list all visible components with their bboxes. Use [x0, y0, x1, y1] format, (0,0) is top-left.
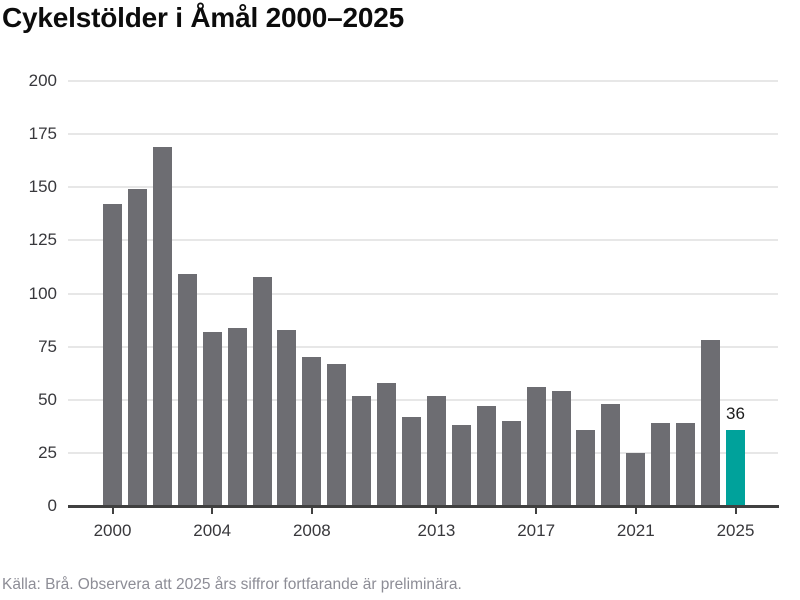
bar [377, 382, 397, 505]
y-tick-label: 75 [38, 336, 57, 356]
bar [526, 387, 546, 505]
bar [252, 276, 272, 505]
bar [576, 429, 596, 505]
bar [676, 423, 696, 505]
bar [551, 391, 571, 505]
bar [601, 404, 621, 505]
chart-title: Cykelstölder i Åmål 2000–2025 [2, 2, 405, 33]
y-tick-label: 125 [28, 230, 57, 250]
x-tick-label: 2004 [193, 521, 232, 540]
bar [277, 329, 297, 505]
source-note: Källa: Brå. Observera att 2025 års siffr… [2, 576, 462, 593]
y-tick-label: 100 [28, 283, 57, 303]
bar [402, 416, 422, 505]
bar [103, 204, 122, 505]
x-tick-label: 2000 [93, 521, 132, 540]
gridline-150 [68, 186, 778, 189]
gridline-175 [68, 133, 778, 136]
x-tick-mark [310, 508, 313, 514]
x-axis-line [68, 505, 779, 508]
x-tick-label: 2021 [616, 521, 655, 540]
x-tick-label: 2017 [517, 521, 556, 540]
bar [202, 331, 222, 505]
x-tick-mark [535, 508, 538, 514]
gridline-125 [68, 239, 778, 242]
x-tick-mark [634, 508, 637, 514]
bar [451, 425, 471, 505]
gridline-200 [68, 80, 778, 82]
bar [501, 421, 521, 505]
x-tick-label: 2013 [417, 521, 456, 540]
y-tick-label: 50 [38, 389, 57, 409]
bar [651, 423, 671, 505]
x-tick-mark [435, 508, 438, 514]
x-tick-mark [211, 508, 214, 514]
y-tick-label: 175 [28, 124, 57, 144]
y-tick-label: 25 [38, 442, 57, 462]
bar [127, 189, 147, 505]
bar [352, 395, 372, 505]
gridline-75 [68, 345, 778, 348]
bar [426, 395, 446, 505]
bar [177, 274, 197, 505]
gridline-50 [68, 398, 778, 401]
gridline-25 [68, 451, 778, 454]
x-tick-label: 2008 [292, 521, 331, 540]
footer: Källa: Brå. Observera att 2025 års siffr… [0, 556, 800, 600]
bar [302, 357, 322, 505]
y-tick-label: 150 [28, 177, 57, 197]
bar [476, 406, 496, 505]
bar [701, 340, 721, 505]
bar-highlighted [726, 429, 745, 505]
bar [327, 363, 347, 505]
x-tick-mark [111, 508, 114, 514]
x-tick-mark [734, 508, 737, 514]
bar [152, 146, 172, 505]
y-tick-label: 0 [47, 496, 57, 515]
highlight-value-label: 36 [726, 403, 745, 423]
bar [626, 452, 646, 505]
bar [227, 327, 247, 505]
gridline-100 [68, 292, 778, 295]
y-tick-label: 200 [28, 71, 57, 90]
x-tick-label: 2025 [716, 521, 755, 540]
